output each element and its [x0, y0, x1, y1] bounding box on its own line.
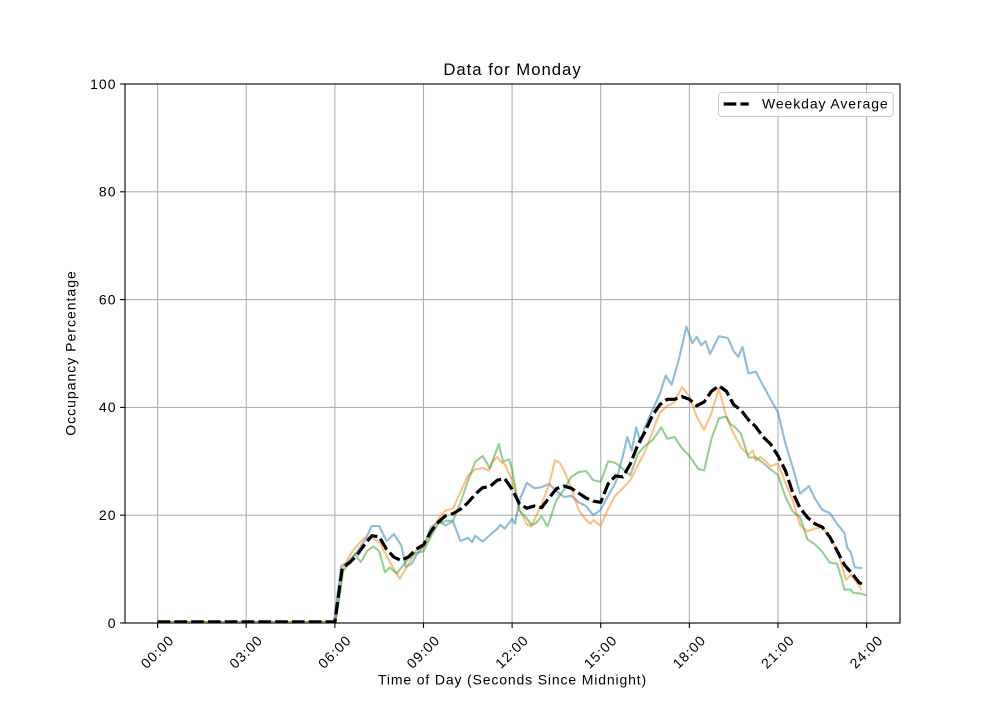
svg-text:60: 60	[99, 291, 117, 307]
svg-text:Occupancy Percentage: Occupancy Percentage	[63, 270, 79, 436]
svg-text:20: 20	[99, 507, 117, 523]
svg-text:Data for Monday: Data for Monday	[443, 60, 581, 79]
svg-text:100: 100	[90, 76, 116, 92]
svg-text:Time of Day (Seconds Since Mid: Time of Day (Seconds Since Midnight)	[378, 672, 647, 688]
svg-text:80: 80	[99, 184, 117, 200]
svg-text:0: 0	[108, 615, 117, 631]
svg-text:40: 40	[99, 399, 117, 415]
svg-text:Weekday Average: Weekday Average	[762, 96, 889, 112]
